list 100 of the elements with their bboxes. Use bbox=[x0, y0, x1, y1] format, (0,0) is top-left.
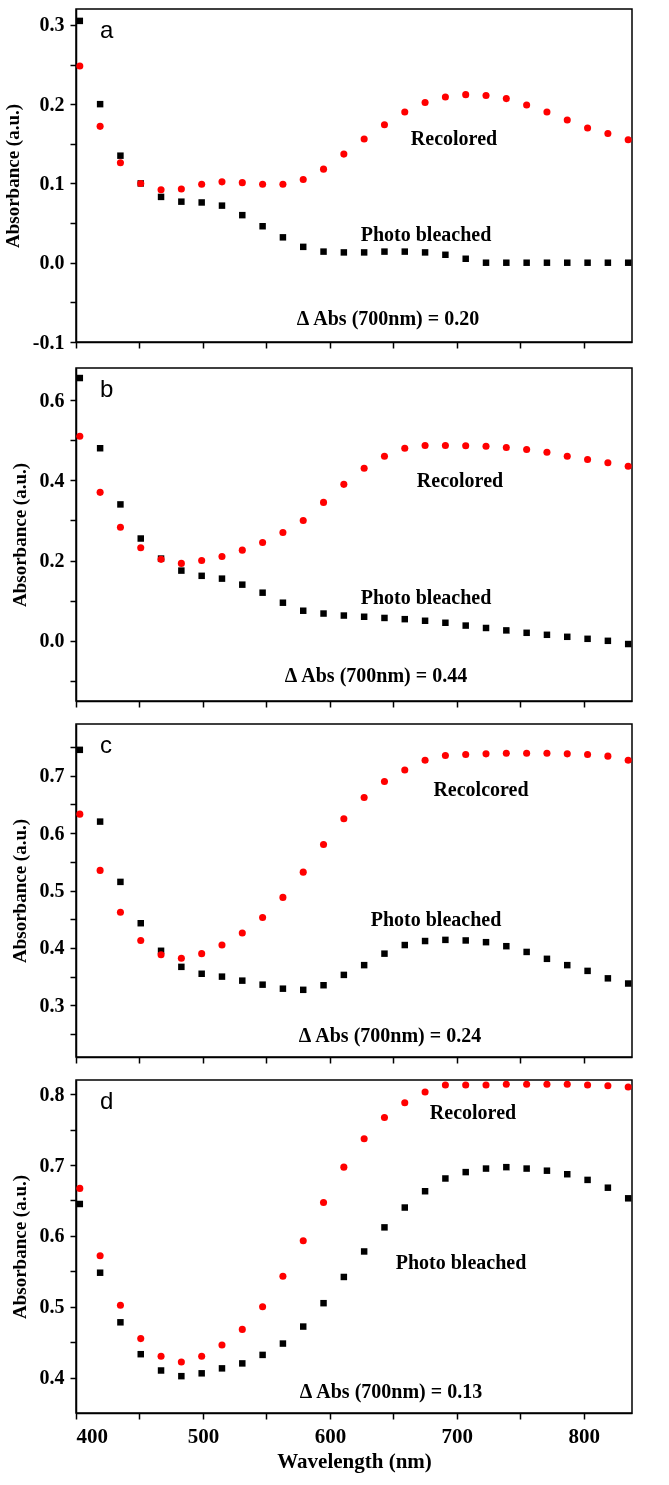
point bbox=[299, 607, 307, 614]
point bbox=[462, 937, 469, 944]
point bbox=[279, 180, 287, 188]
point bbox=[178, 963, 185, 971]
point bbox=[239, 211, 246, 219]
y-axis-title: Absorbance (a.u.) bbox=[1, 103, 24, 249]
point bbox=[584, 1081, 592, 1089]
point bbox=[279, 893, 287, 901]
point bbox=[563, 750, 571, 758]
point bbox=[299, 1237, 307, 1245]
point bbox=[462, 1168, 469, 1176]
point bbox=[503, 259, 510, 266]
point bbox=[401, 1204, 409, 1211]
point bbox=[320, 610, 327, 617]
point bbox=[238, 546, 246, 554]
point bbox=[259, 180, 267, 188]
point bbox=[178, 198, 185, 205]
y-tick-label: 0.4 bbox=[39, 936, 65, 959]
point bbox=[584, 750, 592, 758]
point bbox=[320, 165, 328, 173]
point bbox=[96, 866, 104, 874]
y-tick-label: 0.5 bbox=[39, 879, 65, 901]
point bbox=[624, 259, 632, 266]
point bbox=[421, 1088, 429, 1096]
point bbox=[381, 1224, 388, 1231]
point bbox=[421, 249, 429, 256]
point bbox=[543, 1080, 551, 1088]
y-tick-label: 0.7 bbox=[39, 1153, 65, 1176]
point bbox=[137, 1335, 145, 1343]
point bbox=[441, 441, 449, 449]
point bbox=[442, 936, 449, 944]
point bbox=[401, 248, 409, 255]
point bbox=[564, 961, 571, 969]
point bbox=[624, 756, 632, 764]
point bbox=[218, 553, 226, 561]
point bbox=[340, 480, 348, 488]
point bbox=[584, 455, 592, 463]
point bbox=[137, 535, 144, 542]
x-tick-label: 700 bbox=[441, 1423, 474, 1448]
point bbox=[320, 248, 327, 255]
point bbox=[380, 121, 388, 129]
series-label: Recolored bbox=[410, 127, 498, 149]
chart-title: c bbox=[100, 731, 112, 758]
point bbox=[543, 259, 551, 266]
point bbox=[421, 441, 429, 449]
point bbox=[218, 575, 226, 582]
chart-title: d bbox=[100, 1087, 114, 1114]
point bbox=[462, 750, 470, 758]
x-tick-label: 600 bbox=[314, 1423, 347, 1448]
point bbox=[543, 108, 551, 116]
point bbox=[96, 488, 104, 496]
x-tick-label: 500 bbox=[187, 1423, 220, 1448]
point bbox=[462, 91, 470, 99]
series-label: Photo bleached bbox=[370, 908, 502, 930]
point bbox=[137, 1350, 144, 1358]
y-tick-label: 0.7 bbox=[39, 764, 65, 787]
x-tick-label: 800 bbox=[568, 1423, 601, 1448]
series-label: Photo bleached bbox=[360, 223, 492, 245]
point bbox=[218, 1365, 226, 1372]
point bbox=[340, 150, 348, 158]
point bbox=[117, 1319, 124, 1326]
series-label: Photo bleached bbox=[360, 586, 492, 608]
point bbox=[198, 970, 205, 977]
point bbox=[543, 448, 551, 456]
point bbox=[157, 951, 165, 959]
point bbox=[320, 981, 327, 989]
point bbox=[360, 464, 368, 472]
y-tick-label: 0.3 bbox=[39, 993, 65, 1016]
point bbox=[116, 908, 124, 916]
point bbox=[584, 259, 591, 266]
point bbox=[117, 878, 124, 886]
point bbox=[259, 1303, 267, 1311]
point bbox=[380, 777, 388, 785]
point bbox=[279, 234, 287, 241]
point bbox=[482, 259, 490, 266]
point bbox=[523, 445, 531, 453]
point bbox=[340, 1163, 348, 1171]
point bbox=[584, 967, 591, 975]
y-tick-label: 0.6 bbox=[39, 388, 65, 411]
point bbox=[137, 919, 144, 927]
point bbox=[299, 516, 307, 524]
point bbox=[218, 178, 226, 186]
y-axis-title: Absorbance (a.u.) bbox=[8, 1174, 31, 1320]
y-tick-label: -0.1 bbox=[32, 330, 65, 353]
point bbox=[543, 1167, 551, 1174]
point bbox=[442, 619, 449, 627]
point bbox=[198, 199, 205, 206]
annotation: Δ Abs (700nm) = 0.24 bbox=[298, 1024, 482, 1047]
y-tick-label: 0.0 bbox=[39, 251, 65, 274]
point bbox=[442, 1175, 449, 1182]
point bbox=[502, 1080, 510, 1088]
point bbox=[421, 756, 429, 764]
point bbox=[360, 249, 368, 256]
point bbox=[239, 977, 246, 984]
point bbox=[360, 1248, 368, 1255]
point bbox=[401, 108, 409, 116]
point bbox=[157, 1367, 165, 1374]
point bbox=[117, 501, 124, 508]
point bbox=[279, 1340, 287, 1347]
point bbox=[320, 841, 328, 849]
